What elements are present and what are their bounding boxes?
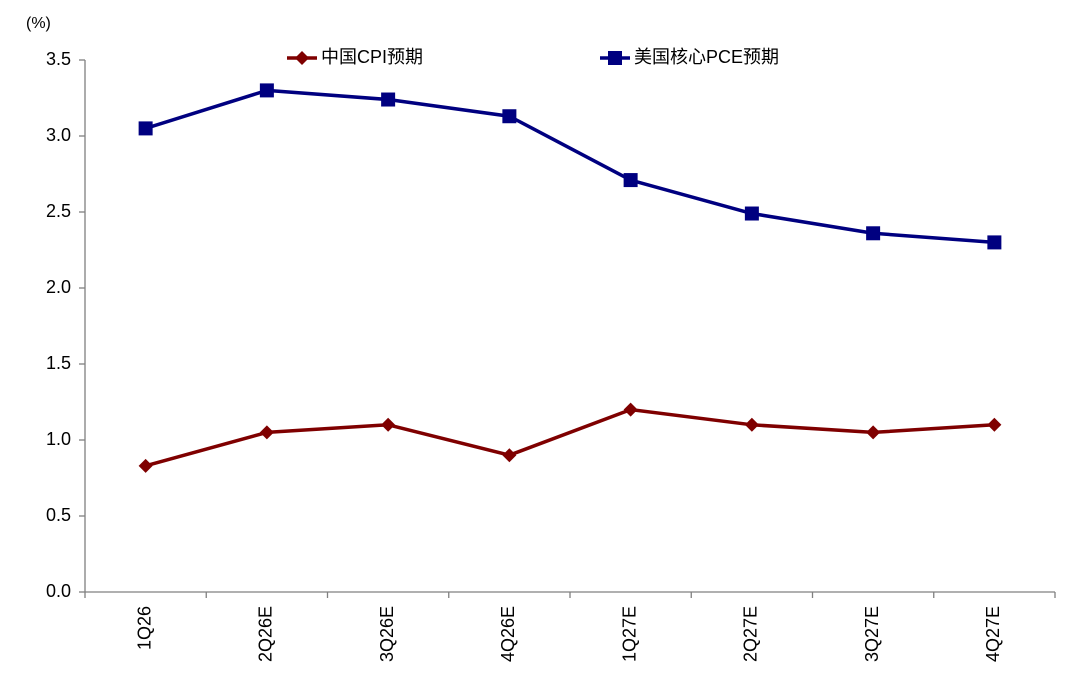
data-point — [138, 121, 153, 136]
data-point — [138, 458, 153, 473]
data-point — [987, 417, 1002, 432]
legend-marker — [295, 51, 309, 65]
x-tick-label: 2Q27E — [741, 606, 761, 662]
x-tick-label: 1Q27E — [619, 606, 639, 662]
y-tick-label: 3.0 — [46, 125, 71, 145]
legend-label: 中国CPI预期 — [321, 47, 423, 67]
x-tick-label: 2Q26E — [256, 606, 276, 662]
series-line — [145, 88, 995, 245]
legend-marker — [608, 51, 622, 65]
data-point — [259, 83, 274, 98]
y-tick-label: 2.0 — [46, 277, 71, 297]
data-point — [623, 402, 638, 417]
data-point — [866, 425, 881, 440]
legend-label: 美国核心PCE预期 — [634, 47, 779, 67]
series-line — [145, 407, 995, 468]
x-tick-label: 1Q26 — [134, 606, 154, 650]
data-point — [381, 92, 396, 107]
data-point — [381, 417, 396, 432]
data-point — [987, 235, 1002, 250]
data-point — [502, 448, 517, 463]
data-point — [744, 206, 759, 221]
y-axis-unit: (%) — [26, 15, 51, 32]
data-point — [623, 173, 638, 188]
y-tick-label: 0.5 — [46, 505, 71, 525]
x-tick-label: 4Q26E — [498, 606, 518, 662]
x-tick-label: 3Q27E — [862, 606, 882, 662]
y-tick-label: 0.0 — [46, 581, 71, 601]
data-point — [866, 226, 881, 241]
data-point — [502, 109, 517, 124]
y-tick-label: 3.5 — [46, 49, 71, 69]
y-tick-label: 2.5 — [46, 201, 71, 221]
data-point — [259, 425, 274, 440]
y-tick-label: 1.0 — [46, 429, 71, 449]
x-tick-label: 3Q26E — [377, 606, 397, 662]
x-tick-label: 4Q27E — [983, 606, 1003, 662]
data-point — [744, 417, 759, 432]
y-tick-label: 1.5 — [46, 353, 71, 373]
